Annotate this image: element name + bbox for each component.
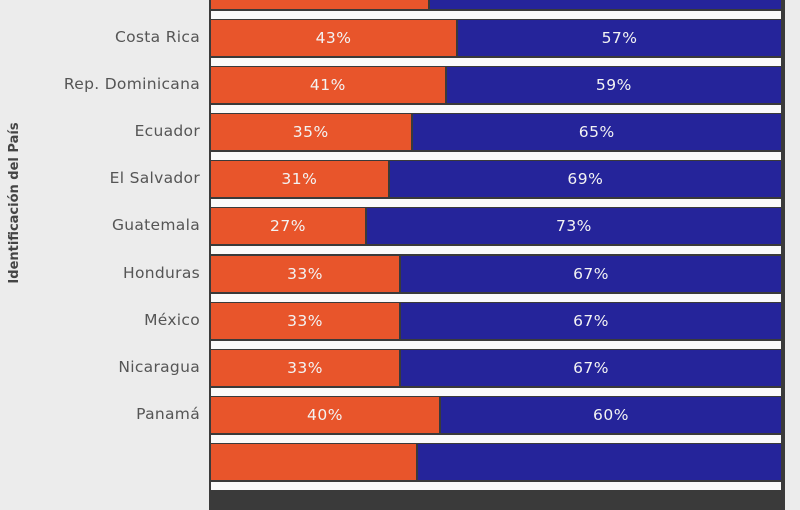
bar-row <box>211 0 781 9</box>
right-margin <box>785 0 800 445</box>
bar-segment-series1: 31% <box>211 161 388 198</box>
bar-segment-series1 <box>211 443 417 480</box>
bar-segment-series1: 33% <box>211 349 400 386</box>
category-label: Panamá <box>136 404 200 423</box>
bar-row: 33% 67% <box>211 255 781 292</box>
bar-segment-series2: 57% <box>456 20 781 56</box>
bar-separator <box>211 199 781 208</box>
bar-segment-series1 <box>211 0 428 9</box>
category-label: Ecuador <box>134 122 200 141</box>
bar-separator <box>211 340 781 349</box>
bar-separator <box>211 293 781 302</box>
category-label: México <box>144 310 200 329</box>
bar-separator <box>211 434 781 443</box>
bar-segment-series1: 27% <box>211 208 365 245</box>
bar-row: 33% 67% <box>211 302 781 339</box>
bar-segment-series2: 67% <box>399 255 781 292</box>
category-label: Costa Rica <box>115 28 200 46</box>
bar-separator <box>211 152 781 161</box>
bar-segment-series2 <box>416 443 781 480</box>
bar-segment-series1: 35% <box>211 114 411 151</box>
bar-row: 35% 65% <box>211 114 781 151</box>
bar-separator <box>211 481 781 490</box>
bar-segment-series1: 43% <box>211 20 457 56</box>
bar-separator <box>211 105 781 114</box>
bar-row: 43% 57% <box>211 20 781 56</box>
bar-row: 27% 73% <box>211 208 781 245</box>
bar-segment-series2: 69% <box>387 161 781 198</box>
category-label: Guatemala <box>111 216 200 235</box>
bar-segment-series2: 73% <box>364 208 781 245</box>
bar-row: 33% 67% <box>211 349 781 386</box>
bar-segment-series1: 33% <box>211 255 400 292</box>
bar-segment-series1: 33% <box>211 302 400 339</box>
bar-row: 40% 60% <box>211 396 781 433</box>
bar-separator <box>211 246 781 255</box>
bar-segment-series2 <box>427 0 781 9</box>
bar-row: 41% 59% <box>211 67 781 104</box>
bar-segment-series2: 67% <box>399 302 781 339</box>
bar-segment-series2: 59% <box>444 67 781 104</box>
bar-separator <box>211 387 781 396</box>
bar-row <box>211 443 781 480</box>
bar-segment-series1: 41% <box>211 67 445 104</box>
category-label: Nicaragua <box>118 357 200 376</box>
category-label: Honduras <box>123 263 200 282</box>
bar-segment-series2: 60% <box>439 396 781 433</box>
bar-row: 31% 69% <box>211 161 781 198</box>
bar-segment-series1: 40% <box>211 396 439 433</box>
bar-segment-series2: 65% <box>410 114 781 151</box>
category-label: Rep. Dominicana <box>63 75 200 94</box>
bar-segment-series2: 67% <box>399 349 781 386</box>
bar-separator <box>211 58 781 66</box>
bar-separator <box>211 10 781 19</box>
category-label: El Salvador <box>109 169 200 188</box>
